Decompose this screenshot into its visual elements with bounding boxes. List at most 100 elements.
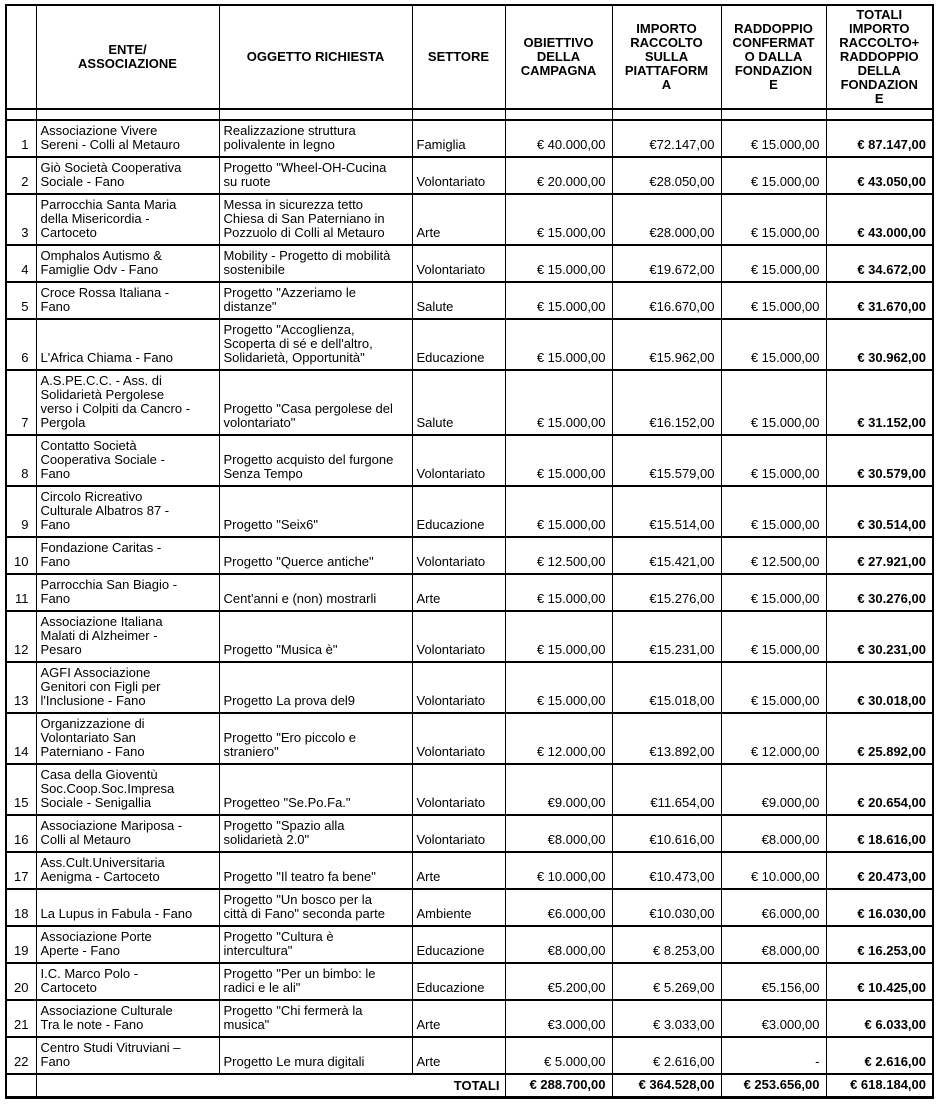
settore-cell: Arte (411, 193, 506, 246)
ente-cell: Centro Studi Vitruviani – Fano (35, 1036, 220, 1075)
settore-cell: Educazione (411, 962, 506, 1001)
table-row: 3 Parrocchia Santa Maria della Misericor… (5, 193, 934, 246)
obiettivo-cell: € 12.000,00 (504, 712, 613, 765)
totals-row: TOTALI € 288.700,00 € 364.528,00 € 253.6… (5, 1073, 934, 1099)
table-row: 8 Contatto Società Cooperativa Sociale -… (5, 434, 934, 487)
importo-cell: €15.421,00 (611, 536, 722, 575)
oggetto-cell: Progetto La prova del9 (218, 661, 413, 714)
table-body: 1 Associazione Vivere Sereni - Colli al … (5, 119, 934, 1075)
ente-cell: Associazione Italiana Malati di Alzheime… (35, 610, 220, 663)
table-row: 2 Giò Società Cooperativa Sociale - Fano… (5, 156, 934, 195)
totale-cell: € 87.147,00 (825, 119, 934, 158)
settore-cell: Educazione (411, 318, 506, 371)
oggetto-cell: Progetto "Azzeriamo le distanze" (218, 281, 413, 320)
row-number-cell: 19 (5, 925, 37, 964)
importo-cell: €15.231,00 (611, 610, 722, 663)
row-number-cell: 18 (5, 888, 37, 927)
obiettivo-cell: € 15.000,00 (504, 434, 613, 487)
table-header: ENTE/ ASSOCIAZIONE OGGETTO RICHIESTA SET… (5, 4, 934, 121)
obiettivo-cell: €8.000,00 (504, 925, 613, 964)
oggetto-cell: Progetto acquisto del furgone Senza Temp… (218, 434, 413, 487)
row-number-cell: 17 (5, 851, 37, 890)
importo-cell: € 5.269,00 (611, 962, 722, 1001)
row-number-cell: 4 (5, 244, 37, 283)
obiettivo-cell: € 15.000,00 (504, 485, 613, 538)
raddoppio-cell: €5.156,00 (720, 962, 827, 1001)
row-number-cell: 21 (5, 999, 37, 1038)
obiettivo-cell: € 20.000,00 (504, 156, 613, 195)
obiettivo-cell: € 40.000,00 (504, 119, 613, 158)
totale-cell: € 34.672,00 (825, 244, 934, 283)
oggetto-cell: Progetto "Seix6" (218, 485, 413, 538)
header-row-number (5, 4, 37, 110)
totals-empty-cell (5, 1073, 37, 1099)
importo-cell: €10.473,00 (611, 851, 722, 890)
oggetto-cell: Progetto "Querce antiche" (218, 536, 413, 575)
raddoppio-cell: € 15.000,00 (720, 369, 827, 436)
header-ente: ENTE/ ASSOCIAZIONE (35, 4, 220, 110)
header-raddoppio: RADDOPPIO CONFERMAT O DALLA FONDAZION E (720, 4, 827, 110)
obiettivo-cell: € 15.000,00 (504, 573, 613, 612)
row-number-cell: 22 (5, 1036, 37, 1075)
raddoppio-cell: € 15.000,00 (720, 244, 827, 283)
raddoppio-cell: € 15.000,00 (720, 434, 827, 487)
totale-cell: € 30.514,00 (825, 485, 934, 538)
obiettivo-cell: € 15.000,00 (504, 610, 613, 663)
totale-cell: € 20.473,00 (825, 851, 934, 890)
ente-cell: Parrocchia Santa Maria della Misericordi… (35, 193, 220, 246)
table-row: 14 Organizzazione di Volontariato San Pa… (5, 712, 934, 765)
ente-cell: Organizzazione di Volontariato San Pater… (35, 712, 220, 765)
totale-cell: € 30.579,00 (825, 434, 934, 487)
settore-cell: Ambiente (411, 888, 506, 927)
table-row: 19 Associazione Porte Aperte - Fano Prog… (5, 925, 934, 964)
importo-cell: €11.654,00 (611, 763, 722, 816)
importo-cell: €15.018,00 (611, 661, 722, 714)
raddoppio-cell: € 15.000,00 (720, 661, 827, 714)
settore-cell: Arte (411, 851, 506, 890)
fundraising-table: ENTE/ ASSOCIAZIONE OGGETTO RICHIESTA SET… (5, 4, 934, 1099)
raddoppio-cell: €8.000,00 (720, 814, 827, 853)
oggetto-cell: Realizzazione struttura polivalente in l… (218, 119, 413, 158)
obiettivo-cell: € 15.000,00 (504, 244, 613, 283)
spacer-cell (611, 108, 722, 121)
table-row: 10 Fondazione Caritas - Fano Progetto "Q… (5, 536, 934, 575)
obiettivo-cell: € 15.000,00 (504, 281, 613, 320)
spacer-cell (218, 108, 413, 121)
obiettivo-cell: €3.000,00 (504, 999, 613, 1038)
raddoppio-cell: € 15.000,00 (720, 610, 827, 663)
settore-cell: Arte (411, 999, 506, 1038)
importo-cell: €13.892,00 (611, 712, 722, 765)
table-row: 16 Associazione Mariposa - Colli al Meta… (5, 814, 934, 853)
oggetto-cell: Progetto "Chi fermerà la musica" (218, 999, 413, 1038)
totals-importo-cell: € 364.528,00 (611, 1073, 722, 1099)
spacer-cell (35, 108, 220, 121)
totale-cell: € 25.892,00 (825, 712, 934, 765)
importo-cell: € 2.616,00 (611, 1036, 722, 1075)
ente-cell: Associazione Vivere Sereni - Colli al Me… (35, 119, 220, 158)
importo-cell: €15.514,00 (611, 485, 722, 538)
ente-cell: Fondazione Caritas - Fano (35, 536, 220, 575)
settore-cell: Volontariato (411, 610, 506, 663)
oggetto-cell: Messa in sicurezza tetto Chiesa di San P… (218, 193, 413, 246)
obiettivo-cell: € 15.000,00 (504, 193, 613, 246)
importo-cell: €16.152,00 (611, 369, 722, 436)
ente-cell: Contatto Società Cooperativa Sociale - F… (35, 434, 220, 487)
importo-cell: €28.050,00 (611, 156, 722, 195)
table-row: 12 Associazione Italiana Malati di Alzhe… (5, 610, 934, 663)
table-row: 18 La Lupus in Fabula - Fano Progetto "U… (5, 888, 934, 927)
totale-cell: € 16.253,00 (825, 925, 934, 964)
settore-cell: Educazione (411, 925, 506, 964)
row-number-cell: 10 (5, 536, 37, 575)
totals-totale-cell: € 618.184,00 (825, 1073, 934, 1099)
settore-cell: Volontariato (411, 156, 506, 195)
oggetto-cell: Progetto "Casa pergolese del volontariat… (218, 369, 413, 436)
raddoppio-cell: € 12.000,00 (720, 712, 827, 765)
table-row: 13 AGFI Associazione Genitori con Figli … (5, 661, 934, 714)
table-row: 11 Parrocchia San Biagio - Fano Cent'ann… (5, 573, 934, 612)
raddoppio-cell: €6.000,00 (720, 888, 827, 927)
table-row: 7 A.S.PE.C.C. - Ass. di Solidarietà Perg… (5, 369, 934, 436)
ente-cell: L'Africa Chiama - Fano (35, 318, 220, 371)
totale-cell: € 6.033,00 (825, 999, 934, 1038)
ente-cell: Associazione Porte Aperte - Fano (35, 925, 220, 964)
row-number-cell: 8 (5, 434, 37, 487)
